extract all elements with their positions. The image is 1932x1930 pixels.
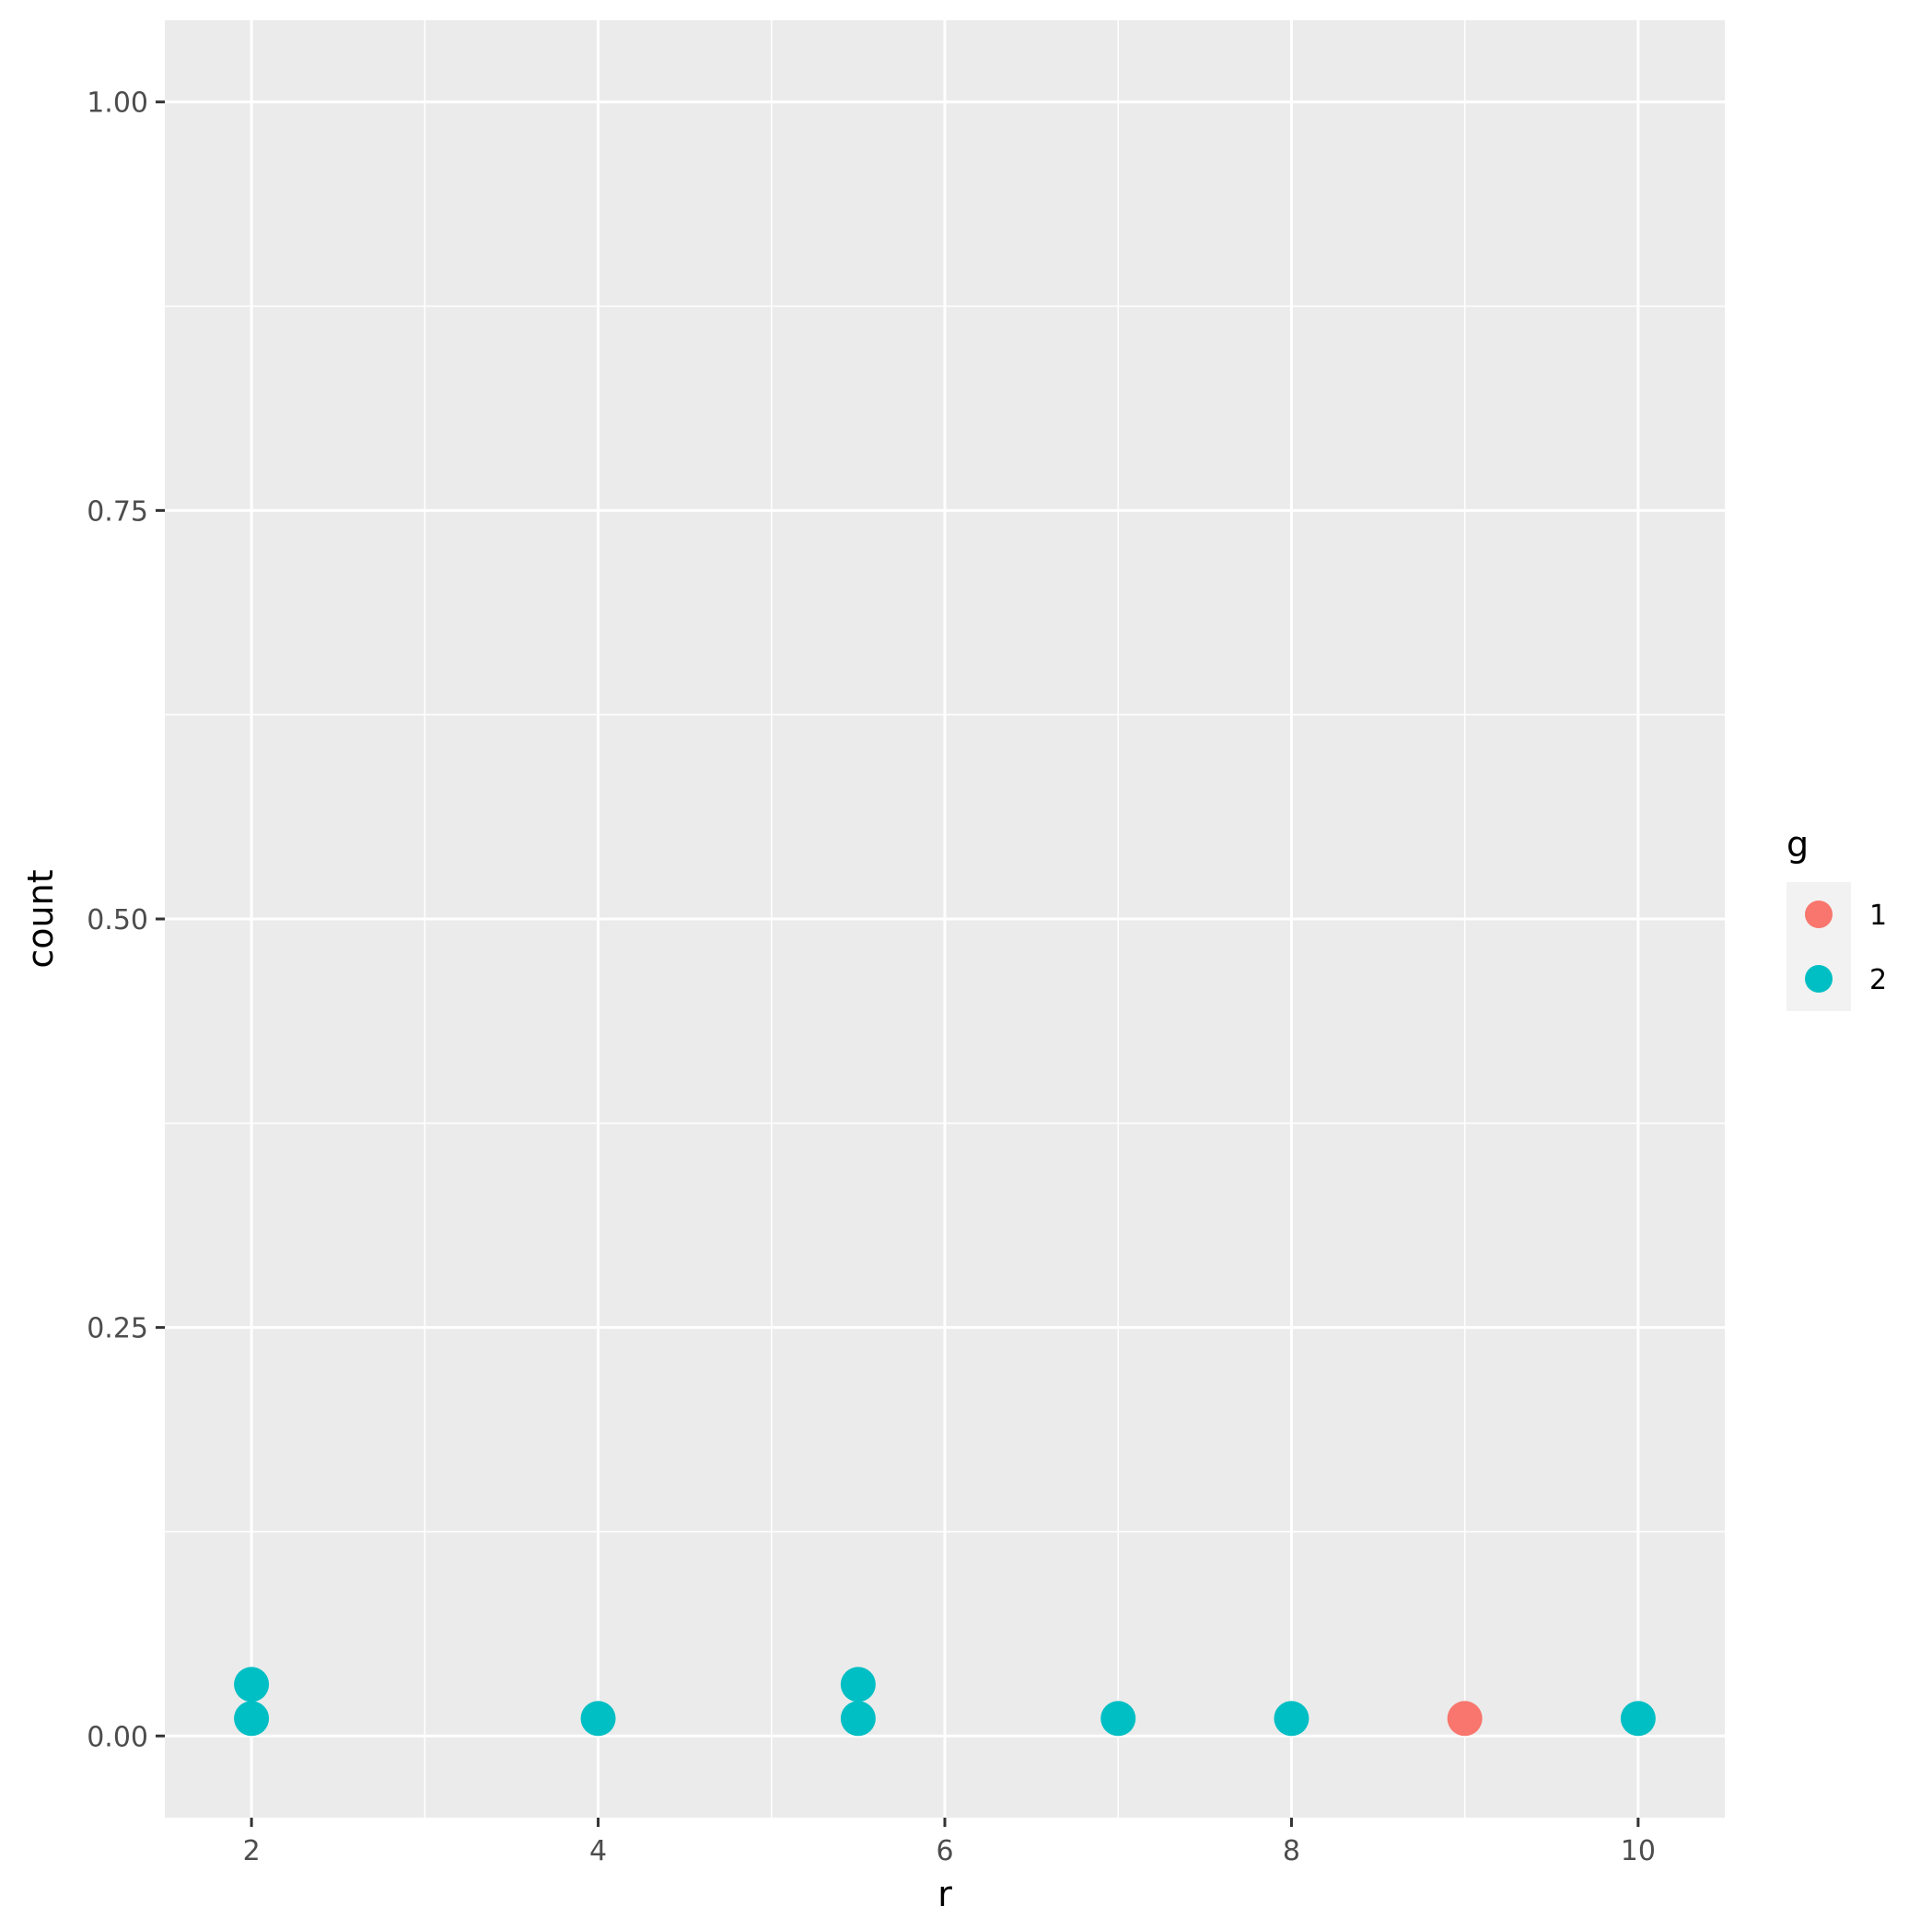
legend-label: 2 — [1869, 964, 1887, 996]
y-tick-label: 0.00 — [87, 1721, 148, 1753]
y-tick-label: 0.50 — [87, 904, 148, 936]
data-point-group-2 — [234, 1701, 270, 1737]
legend-key-dot — [1805, 901, 1833, 928]
data-point-group-1 — [1447, 1701, 1483, 1737]
legend-title: g — [1787, 824, 1809, 865]
data-point-group-2 — [1620, 1701, 1656, 1737]
x-tick-label: 10 — [1621, 1835, 1656, 1867]
data-point-group-2 — [1100, 1701, 1136, 1737]
x-axis: 2 4 6 8 10 — [243, 1818, 1656, 1867]
data-point-group-2 — [234, 1667, 270, 1703]
data-point-group-2 — [1274, 1701, 1309, 1737]
y-tick-label: 0.25 — [87, 1313, 148, 1345]
legend: g 12 — [1787, 824, 1887, 1011]
data-points — [234, 1667, 1656, 1737]
x-tick-label: 8 — [1283, 1835, 1300, 1867]
x-axis-title: r — [937, 1874, 952, 1914]
legend-label: 1 — [1869, 900, 1887, 932]
y-tick-label: 0.75 — [87, 495, 148, 528]
x-tick-label: 6 — [936, 1835, 953, 1867]
x-tick-label: 2 — [243, 1835, 261, 1867]
x-tick-label: 4 — [589, 1835, 607, 1867]
y-axis: 0.00 0.25 0.50 0.75 1.00 — [87, 87, 165, 1753]
y-axis-title: count — [20, 869, 61, 968]
data-point-group-2 — [580, 1701, 616, 1737]
data-point-group-2 — [840, 1667, 876, 1703]
y-tick-label: 1.00 — [87, 87, 148, 120]
major-gridlines — [165, 20, 1725, 1818]
data-point-group-2 — [840, 1701, 876, 1737]
legend-items: 12 — [1787, 882, 1887, 1011]
legend-key-dot — [1805, 965, 1833, 993]
